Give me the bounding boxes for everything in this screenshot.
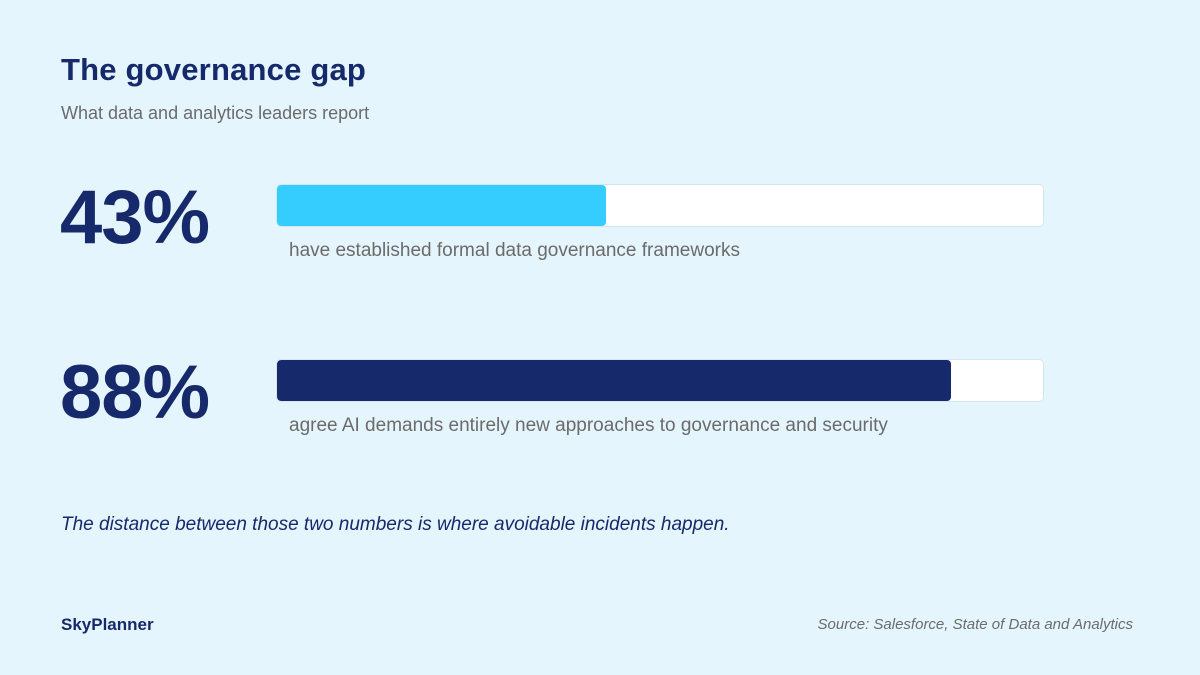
bar-fill (277, 360, 951, 401)
bar-fill (277, 185, 606, 226)
brand-logo: SkyPlanner (61, 615, 154, 634)
category-label: agree AI demands entirely new approaches… (289, 415, 888, 436)
page-title: The governance gap (61, 52, 367, 87)
bar-track (276, 184, 1044, 227)
takeaway-note: The distance between those two numbers i… (61, 514, 730, 535)
bar-track (276, 359, 1044, 402)
page-subtitle: What data and analytics leaders report (61, 103, 370, 123)
category-label: have established formal data governance … (289, 240, 740, 261)
source-citation: Source: Salesforce, State of Data and An… (817, 616, 1133, 633)
stat-value-label: 43% (60, 175, 210, 260)
stat-value-label: 88% (60, 350, 210, 435)
